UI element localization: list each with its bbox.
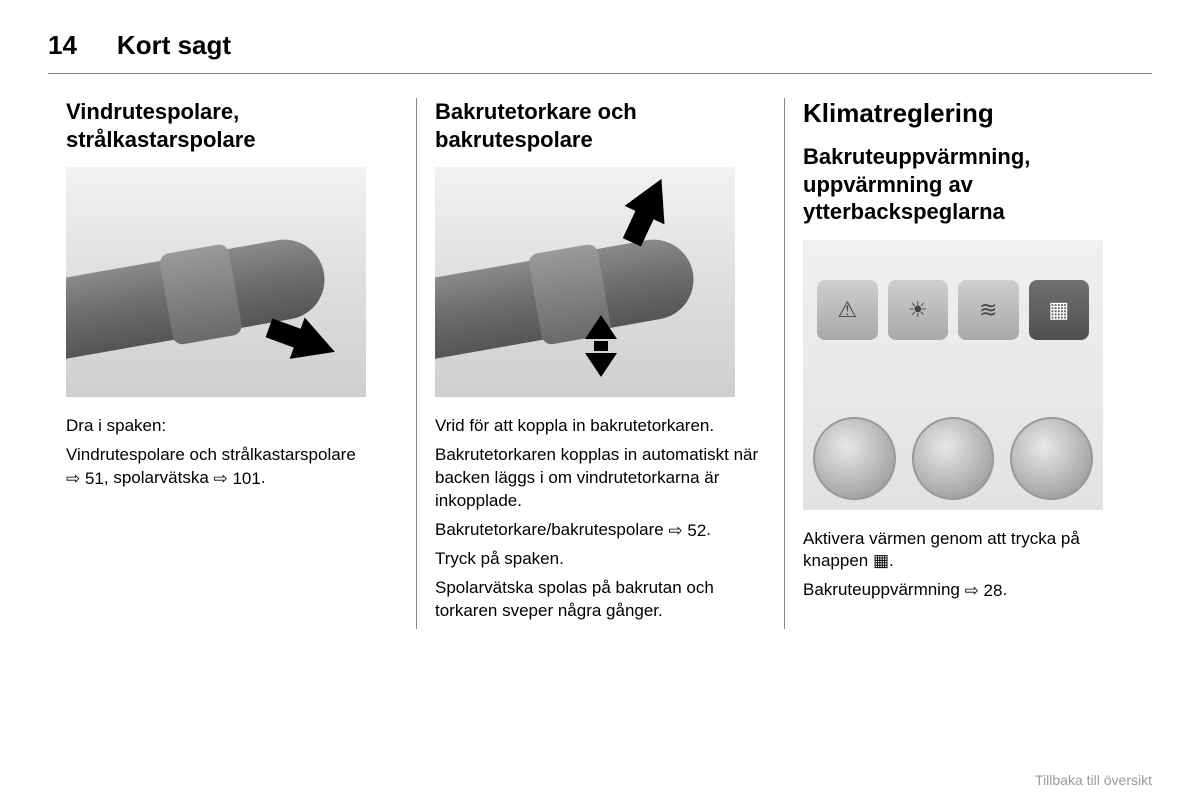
text-part: . xyxy=(1002,580,1007,599)
text-part: , spolarvätska xyxy=(104,468,214,487)
page-header: 14 Kort sagt xyxy=(48,30,1152,74)
text-spray: Spolarvätska spolas på bakrutan och tork… xyxy=(435,577,766,623)
figure-stalk-rotate xyxy=(435,167,735,397)
heading-rear-defrost: Bakruteuppvärmning, uppvärmning av ytter… xyxy=(803,143,1134,226)
text-auto-reverse: Bakrutetorkaren kopplas in automatiskt n… xyxy=(435,444,766,513)
xref-51: ⇨ 51 xyxy=(66,468,104,491)
figure-stalk-pull xyxy=(66,167,366,397)
rear-defrost-button-icon: ▦ xyxy=(1029,280,1090,340)
text-part: . xyxy=(706,520,711,539)
fog-front-button-icon: ≋ xyxy=(958,280,1019,340)
col-rear-wiper: Bakrutetorkare och bakrutespolare Vrid f… xyxy=(416,98,784,629)
arrow-rotate-icon xyxy=(585,315,617,377)
dial-row xyxy=(813,390,1093,500)
dashboard-panel: ⚠ ☀ ≋ ▦ xyxy=(803,240,1103,510)
text-part: . xyxy=(261,468,266,487)
text-part: Vindrutespolare och strålkastarspolare xyxy=(66,445,356,464)
heading-windshield-washer: Vindrutespolare, strålkastarspolare xyxy=(66,98,398,153)
page-title: Kort sagt xyxy=(117,30,231,61)
button-row: ⚠ ☀ ≋ ▦ xyxy=(817,280,1089,340)
text-rotate: Vrid för att koppla in bakrutetorkaren. xyxy=(435,415,766,438)
defrost-inline-icon: ▦ xyxy=(873,551,889,570)
page-number: 14 xyxy=(48,30,77,61)
col-windshield-washer: Vindrutespolare, strålkastarspolare Dra … xyxy=(48,98,416,629)
columns: Vindrutespolare, strålkastarspolare Dra … xyxy=(48,98,1152,629)
section-title-climate: Klimatreglering xyxy=(803,98,1134,129)
figure-dashboard: ⚠ ☀ ≋ ▦ xyxy=(803,240,1103,510)
text-washer-xref: Vindrutespolare och strålkastarspolare ⇨… xyxy=(66,444,398,490)
back-to-overview-link[interactable]: Tillbaka till översikt xyxy=(1035,772,1152,788)
text-activate-heat: Aktivera värmen genom att trycka på knap… xyxy=(803,528,1134,574)
hazard-button-icon: ⚠ xyxy=(817,280,878,340)
heading-rear-wiper: Bakrutetorkare och bakrutespolare xyxy=(435,98,766,153)
arrow-push-icon xyxy=(625,170,682,225)
text-defrost-xref: Bakruteuppvärmning ⇨ 28. xyxy=(803,579,1134,602)
xref-28: ⇨ 28 xyxy=(965,580,1003,603)
text-part: Bakrutetorkare/bakrutespolare xyxy=(435,520,668,539)
manual-page: 14 Kort sagt Vindrutespolare, strålkasta… xyxy=(0,0,1200,649)
text-part: Aktivera värmen genom att trycka på knap… xyxy=(803,529,1080,571)
text-part: . xyxy=(889,551,894,570)
text-pull-lever: Dra i spaken: xyxy=(66,415,398,438)
stalk-icon xyxy=(435,233,700,360)
dial-icon xyxy=(1010,417,1093,500)
dial-icon xyxy=(813,417,896,500)
xref-101: ⇨ 101 xyxy=(214,468,261,491)
text-push-lever: Tryck på spaken. xyxy=(435,548,766,571)
col-climate: Klimatreglering Bakruteuppvärmning, uppv… xyxy=(784,98,1152,629)
fog-rear-button-icon: ☀ xyxy=(888,280,949,340)
text-rear-xref: Bakrutetorkare/bakrutespolare ⇨ 52. xyxy=(435,519,766,542)
text-part: Bakruteuppvärmning xyxy=(803,580,965,599)
xref-52: ⇨ 52 xyxy=(668,520,706,543)
arrow-pull-icon xyxy=(290,317,343,372)
dial-icon xyxy=(912,417,995,500)
